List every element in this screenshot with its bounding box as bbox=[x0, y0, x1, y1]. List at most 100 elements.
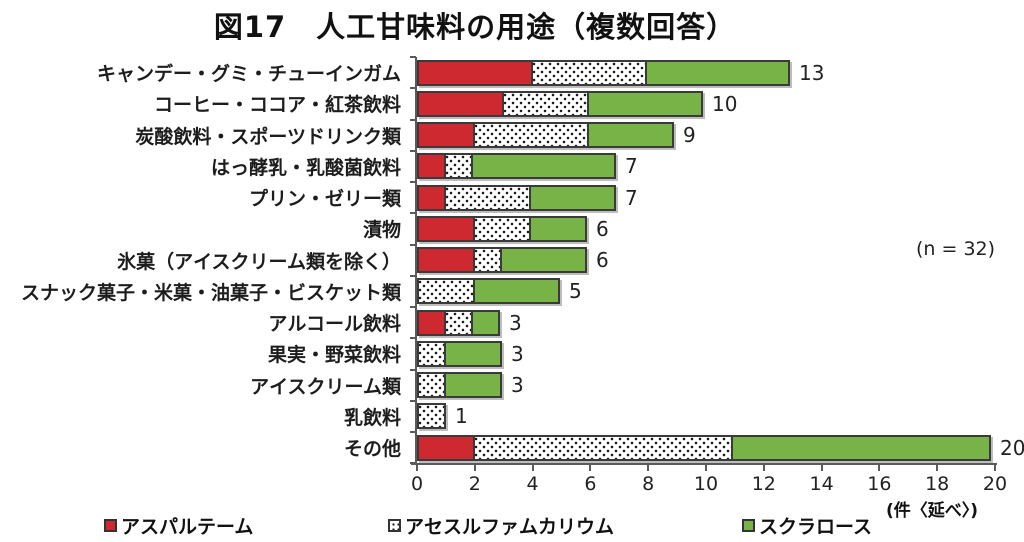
y-axis-tick bbox=[410, 56, 416, 58]
bar-stack bbox=[417, 309, 500, 336]
bar-row: スナック菓子・米菓・油菓子・ビスケット類 5 bbox=[0, 276, 1024, 307]
x-axis-tick-label: 20 bbox=[982, 473, 1008, 495]
bar-segment-acesulfame bbox=[417, 372, 446, 399]
category-label: キャンデー・グミ・チューインガム bbox=[96, 63, 401, 86]
legend-label: アセスルファムカリウム bbox=[405, 516, 615, 538]
bar-segment-acesulfame bbox=[444, 153, 473, 180]
category-label: 炭酸飲料・スポーツドリンク類 bbox=[135, 125, 401, 148]
bar-row: 氷菓（アイスクリーム類を除く） 6 bbox=[0, 245, 1024, 276]
x-axis-tick-label: 16 bbox=[867, 473, 892, 495]
y-axis-tick bbox=[410, 87, 416, 89]
bar-stack bbox=[417, 340, 502, 367]
x-axis-tick-label: 2 bbox=[468, 473, 481, 495]
x-axis-tick bbox=[473, 465, 476, 471]
bar-segment-acesulfame bbox=[502, 90, 589, 117]
x-axis-tick bbox=[762, 465, 765, 471]
bar-segment-sucralose bbox=[529, 184, 616, 211]
bar-stack bbox=[417, 153, 616, 180]
bar-row: 炭酸飲料・スポーツドリンク類 9 bbox=[0, 120, 1024, 151]
category-label: その他 bbox=[343, 438, 401, 461]
bar-segment-acesulfame bbox=[444, 309, 473, 336]
y-axis-tick bbox=[410, 306, 416, 308]
x-axis-unit-label: (件〈延べ〉) bbox=[886, 501, 979, 521]
x-axis-tick bbox=[994, 465, 996, 471]
x-axis-tick-label: 14 bbox=[809, 473, 834, 495]
x-axis-tick-label: 12 bbox=[751, 473, 776, 495]
bar-segment-aspartame bbox=[417, 184, 446, 211]
legend-item-sucralose: スクラロース bbox=[742, 512, 872, 539]
bar-total-label: 20 bbox=[1000, 435, 1024, 460]
y-axis-tick bbox=[410, 431, 416, 433]
bar-total-label: 7 bbox=[625, 154, 638, 179]
x-axis-tick bbox=[705, 465, 707, 471]
category-label: 果実・野菜飲料 bbox=[267, 344, 401, 367]
bar-segment-aspartame bbox=[417, 59, 533, 86]
bar-segment-acesulfame bbox=[417, 340, 446, 367]
bar-stack bbox=[417, 434, 991, 461]
bar-stack bbox=[417, 184, 616, 211]
bar-segment-sucralose bbox=[587, 122, 674, 149]
x-axis-tick bbox=[878, 465, 881, 471]
x-axis-tick bbox=[531, 465, 534, 471]
bar-total-label: 1 bbox=[455, 404, 468, 429]
bar-segment-aspartame bbox=[417, 122, 475, 149]
bar-segment-acesulfame bbox=[473, 215, 531, 242]
x-axis-tick-label: 4 bbox=[526, 473, 539, 495]
bar-stack bbox=[417, 403, 446, 430]
bar-total-label: 5 bbox=[569, 279, 582, 304]
legend-label: スクラロース bbox=[759, 516, 873, 538]
bar-segment-aspartame bbox=[417, 153, 446, 180]
y-axis-tick bbox=[410, 212, 416, 214]
bar-segment-aspartame bbox=[417, 247, 475, 274]
legend-swatch-aspartame bbox=[104, 519, 117, 532]
x-axis-tick-label: 0 bbox=[410, 473, 424, 495]
bar-row: 果実・野菜飲料 3 bbox=[0, 338, 1024, 369]
bar-total-label: 7 bbox=[625, 185, 638, 210]
bar-segment-acesulfame bbox=[417, 403, 446, 430]
x-axis-tick bbox=[936, 465, 939, 471]
bar-segment-aspartame bbox=[417, 215, 475, 242]
bar-segment-acesulfame bbox=[444, 184, 531, 211]
bar-row: コーヒー・ココア・紅茶飲料 10 bbox=[0, 88, 1024, 119]
bar-row: プリン・ゼリー類 7 bbox=[0, 182, 1024, 213]
x-axis-tick-label: 6 bbox=[584, 473, 597, 495]
bar-segment-sucralose bbox=[473, 278, 560, 305]
bar-segment-sucralose bbox=[500, 247, 587, 274]
bar-total-label: 13 bbox=[799, 60, 825, 85]
bar-segment-acesulfame bbox=[417, 278, 475, 305]
y-axis-tick bbox=[410, 462, 416, 464]
category-label: アイスクリーム類 bbox=[250, 375, 401, 398]
x-axis-tick bbox=[820, 465, 823, 471]
bar-segment-aspartame bbox=[417, 90, 504, 117]
legend-item-acesulfame: アセスルファムカリウム bbox=[388, 512, 614, 539]
bar-total-label: 10 bbox=[712, 91, 738, 116]
legend-label: アスパルテーム bbox=[121, 516, 254, 538]
bar-segment-sucralose bbox=[471, 153, 616, 180]
bar-stack bbox=[417, 372, 502, 399]
bar-total-label: 6 bbox=[596, 248, 609, 273]
bar-row: はっ酵乳・乳酸菌飲料 7 bbox=[0, 151, 1024, 182]
bar-segment-acesulfame bbox=[473, 122, 589, 149]
bar-segment-sucralose bbox=[645, 59, 790, 86]
bar-stack bbox=[417, 215, 587, 242]
category-label: 漬物 bbox=[362, 219, 401, 242]
bar-row: アイスクリーム類 3 bbox=[0, 370, 1024, 401]
category-label: アルコール飲料 bbox=[268, 313, 401, 336]
category-label: はっ酵乳・乳酸菌飲料 bbox=[210, 156, 401, 179]
x-axis-tick-label: 10 bbox=[693, 473, 719, 495]
x-axis-tick bbox=[416, 465, 418, 471]
y-axis-tick bbox=[410, 244, 416, 246]
x-axis-tick bbox=[589, 465, 592, 471]
bar-stack bbox=[417, 90, 703, 117]
y-axis-tick bbox=[410, 369, 416, 371]
bar-segment-sucralose bbox=[444, 340, 502, 367]
y-axis-line bbox=[415, 57, 417, 465]
y-axis-tick bbox=[410, 337, 416, 339]
bar-total-label: 3 bbox=[511, 341, 524, 366]
category-label: プリン・ゼリー類 bbox=[248, 188, 401, 211]
x-axis-tick-label: 8 bbox=[642, 473, 655, 495]
bar-segment-acesulfame bbox=[473, 434, 733, 461]
bar-row: その他 20 bbox=[0, 432, 1024, 463]
bar-stack bbox=[417, 278, 560, 305]
sample-size-label: (n = 32) bbox=[916, 238, 996, 260]
